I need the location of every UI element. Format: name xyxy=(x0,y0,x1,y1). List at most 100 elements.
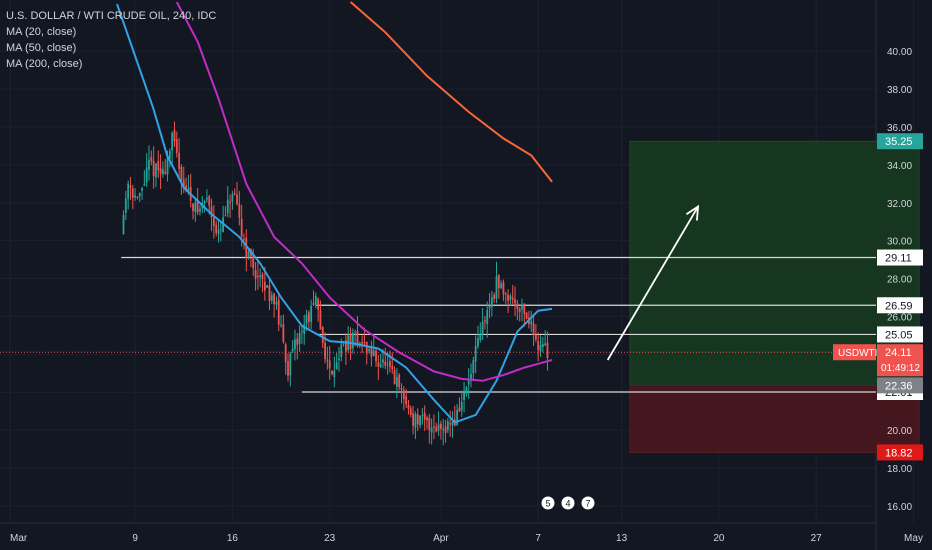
candle-body-83 xyxy=(314,296,317,305)
candle-body-157 xyxy=(486,309,489,325)
candle-body-123 xyxy=(407,404,410,409)
candle-body-127 xyxy=(416,413,419,425)
chart-title: U.S. DOLLAR / WTI CRUDE OIL, 240, IDC xyxy=(6,10,217,22)
candle-body-129 xyxy=(421,414,424,416)
candle-body-58 xyxy=(256,275,259,277)
candle-body-139 xyxy=(444,426,447,433)
candle-body-177 xyxy=(532,323,535,335)
level-tag-0-bg xyxy=(877,249,923,266)
candle-body-48 xyxy=(233,193,236,195)
candle-body-85 xyxy=(319,310,322,330)
x-tick-label-3: 23 xyxy=(324,533,336,544)
candle-body-13 xyxy=(152,160,155,177)
candle-body-165 xyxy=(504,293,507,295)
candle-body-87 xyxy=(324,342,326,360)
candle-body-59 xyxy=(259,275,262,278)
y-tick-label-0: 16.00 xyxy=(887,502,912,513)
indicator-ma200: MA (200, close) xyxy=(6,58,83,70)
candle-body-147 xyxy=(463,392,465,400)
candle-body-22 xyxy=(173,130,176,142)
candle-body-74 xyxy=(294,339,296,350)
candle-body-128 xyxy=(419,415,421,426)
candle-body-155 xyxy=(481,321,484,335)
candle-body-179 xyxy=(537,341,540,351)
candle-body-30 xyxy=(192,203,194,211)
candle-body-10 xyxy=(145,167,148,183)
candle-body-0 xyxy=(122,215,125,235)
candle-body-166 xyxy=(507,294,509,301)
candle-body-108 xyxy=(372,350,375,357)
candle-body-36 xyxy=(206,197,208,200)
y-tick-label-5: 26.00 xyxy=(887,312,912,323)
candle-body-160 xyxy=(493,294,496,300)
candle-body-27 xyxy=(185,185,187,189)
target-tag-bg xyxy=(877,133,923,150)
candle-body-176 xyxy=(530,320,533,325)
projection-arrow-shaft xyxy=(606,206,699,361)
candle-body-24 xyxy=(178,152,181,170)
candle-body-181 xyxy=(541,344,544,348)
candle-body-32 xyxy=(196,199,199,213)
candle-body-110 xyxy=(377,362,380,367)
candle-body-136 xyxy=(437,424,440,431)
y-tick-label-6: 28.00 xyxy=(887,275,912,286)
candle-body-96 xyxy=(345,340,347,352)
candle-body-174 xyxy=(525,312,528,319)
candle-body-75 xyxy=(296,338,299,345)
candle-body-26 xyxy=(182,179,185,188)
candle-body-14 xyxy=(155,163,157,178)
candle-body-18 xyxy=(164,171,167,174)
candle-body-109 xyxy=(375,350,377,362)
candle-body-64 xyxy=(270,295,273,301)
candle-body-67 xyxy=(277,299,280,325)
candle-body-71 xyxy=(287,361,289,376)
candle-body-169 xyxy=(514,299,516,304)
candle-body-7 xyxy=(138,192,141,197)
candle-body-172 xyxy=(521,304,523,310)
candle-body-57 xyxy=(254,270,257,279)
candle-body-101 xyxy=(356,330,359,347)
candle-body-159 xyxy=(490,297,493,307)
candle-body-56 xyxy=(252,254,255,269)
candle-body-1 xyxy=(124,198,127,214)
candle-body-170 xyxy=(516,303,519,310)
target-tag: 35.25 xyxy=(885,136,913,148)
y-tick-label-2: 20.00 xyxy=(887,426,912,437)
candle-body-158 xyxy=(488,306,491,309)
candle-body-15 xyxy=(157,160,160,171)
candle-body-161 xyxy=(495,276,498,299)
candle-body-130 xyxy=(423,412,426,420)
stop-tag-bg xyxy=(877,444,923,461)
candle-body-134 xyxy=(433,426,435,428)
candle-body-73 xyxy=(291,348,294,352)
stop-zone xyxy=(629,384,920,453)
candle-body-53 xyxy=(245,237,248,259)
level-tag-1: 26.59 xyxy=(885,300,913,312)
candle-body-133 xyxy=(430,427,433,433)
last-price-tag-bg xyxy=(877,344,923,377)
event-badge-label-1: 4 xyxy=(565,499,570,509)
candle-body-49 xyxy=(236,194,238,205)
y-tick-label-9: 34.00 xyxy=(887,161,912,172)
candle-body-122 xyxy=(405,396,408,405)
candle-body-182 xyxy=(544,343,547,346)
level-tag-0: 29.11 xyxy=(885,253,912,265)
candle-body-88 xyxy=(326,359,329,361)
candle-body-45 xyxy=(226,199,229,214)
candle-body-94 xyxy=(340,344,343,358)
event-badge-1 xyxy=(560,495,576,511)
candle-body-82 xyxy=(312,303,315,305)
candle-body-173 xyxy=(523,303,526,314)
candle-body-19 xyxy=(166,156,169,175)
candle-body-52 xyxy=(243,238,245,240)
candle-body-145 xyxy=(458,407,461,412)
candle-body-65 xyxy=(273,293,275,305)
candle-body-162 xyxy=(497,274,500,288)
candle-body-23 xyxy=(175,139,178,153)
bar-countdown: 01:49:12 xyxy=(881,363,920,374)
candle-body-68 xyxy=(280,324,282,326)
candle-body-114 xyxy=(386,363,389,365)
symbol-tag-bg xyxy=(833,344,876,361)
